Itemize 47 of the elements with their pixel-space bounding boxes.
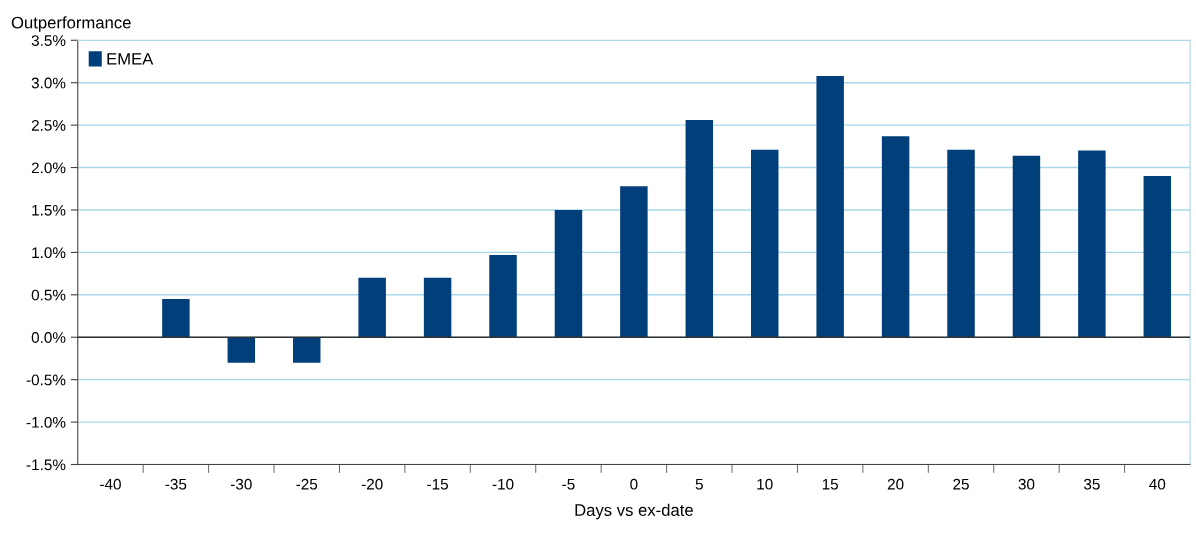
x-tick-label: 10 (757, 478, 773, 490)
y-tick-label: 0.0% (31, 332, 66, 343)
bar (947, 149, 975, 338)
x-tick-label: 30 (1018, 478, 1035, 490)
bar (816, 75, 844, 338)
x-tick-label: 15 (822, 478, 839, 490)
bar (1143, 176, 1172, 338)
bar (1078, 150, 1106, 338)
y-tick-label: 0.5% (31, 289, 66, 301)
legend-label: EMEA (107, 53, 154, 65)
bar (620, 186, 648, 338)
x-tick-label: 0 (630, 478, 638, 490)
x-tick-label: -30 (230, 478, 252, 490)
y-tick-label: 2.0% (31, 162, 66, 174)
x-tick-label: 25 (953, 478, 969, 490)
y-tick-label: -1.5% (26, 459, 66, 471)
x-tick-label: -40 (100, 478, 121, 490)
y-tick-label: -1.0% (26, 416, 66, 428)
bar (293, 337, 321, 363)
bar (1012, 155, 1041, 338)
x-tick-label: 35 (1083, 478, 1100, 490)
y-tick-label: -0.5% (26, 374, 66, 386)
bar (423, 277, 452, 338)
x-tick-label: -5 (562, 478, 575, 490)
bar (554, 209, 583, 338)
bar (751, 149, 779, 338)
bar (358, 277, 386, 338)
y-tick-label: 3.5% (31, 35, 66, 46)
x-tick-label: 5 (695, 478, 703, 490)
bar (489, 254, 517, 338)
x-tick-label: -35 (165, 478, 187, 490)
bar (685, 120, 714, 338)
y-axis-title: Outperformance (11, 16, 131, 32)
x-tick-label: 20 (887, 478, 904, 490)
y-tick-label: 1.5% (32, 204, 66, 216)
bar (227, 337, 256, 363)
x-tick-label: -10 (492, 478, 514, 490)
y-tick-label: 1.0% (32, 247, 66, 259)
x-tick-label: -25 (296, 478, 318, 490)
y-tick-label: 2.5% (31, 119, 66, 131)
y-tick-label: 3.0% (31, 77, 66, 89)
x-tick-label: -20 (361, 478, 383, 490)
x-axis-title: Days vs ex-date (575, 503, 693, 520)
bar (162, 299, 190, 338)
x-tick-label: 40 (1149, 478, 1166, 490)
x-tick-label: -15 (427, 478, 448, 490)
bar (881, 136, 910, 338)
